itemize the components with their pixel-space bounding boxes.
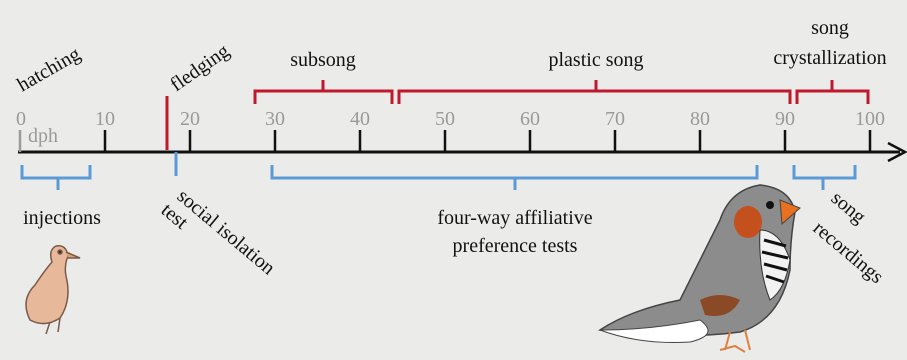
tick-label: 90 [775,108,795,130]
recordings-label: recordings [809,217,888,288]
crystallization-bracket [797,80,868,104]
fledging-label: fledging [166,40,233,96]
subsong-bracket [255,80,392,104]
tick-label: 20 [180,108,200,130]
tick-label: 50 [435,108,455,130]
plastic-song-bracket [399,80,790,104]
injections-label: injections [23,207,101,229]
preference-label: preference tests [453,235,578,257]
recordings-label: song [827,187,870,228]
axis [18,143,905,161]
preference-label: four-way affiliative [437,207,592,229]
tick-label: 100 [855,108,885,130]
tick-label: 70 [605,108,625,130]
hatching-label: hatching [14,43,85,96]
tick-label: 30 [265,108,285,130]
unit-label: dph [28,125,58,147]
chick-illustration [26,246,80,334]
preference-bracket [272,165,757,190]
plastic-song-label: plastic song [549,49,644,71]
crystallization-label: crystallization [773,47,886,69]
timeline-diagram: dph hatching fledging subsong plastic so… [0,0,907,355]
finch-illustration [600,185,800,352]
tick-label: 10 [95,108,115,130]
crystallization-label: song [811,17,849,39]
tick-label: 60 [520,108,540,130]
page: {"timeline": {"unit": "dph", "ticks": [0… [0,0,907,355]
tick-label: 40 [350,108,370,130]
recordings-bracket [794,165,855,190]
subsong-label: subsong [290,49,356,71]
injections-bracket [22,165,90,190]
tick-label: 80 [690,108,710,130]
tick-label: 0 [16,108,26,130]
isolation-label: social isolation [173,185,279,279]
